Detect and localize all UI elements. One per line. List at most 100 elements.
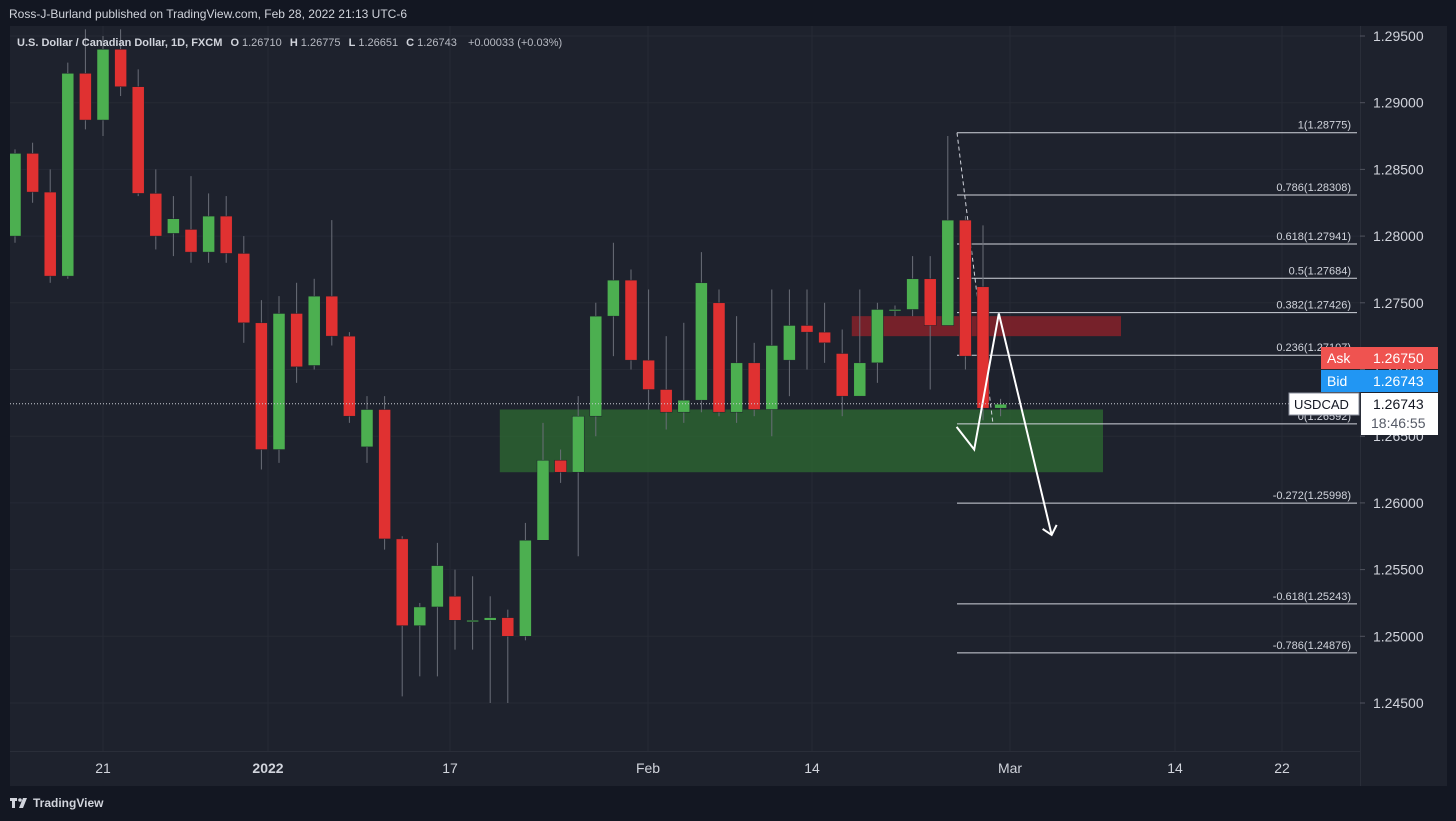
candle-body <box>448 596 462 621</box>
candle-body <box>923 278 937 326</box>
candle-body <box>906 278 919 310</box>
footer: TradingView <box>0 786 1456 821</box>
candle-body <box>272 313 286 450</box>
fib-label: -0.618(1.25243) <box>1273 591 1351 603</box>
time-tick-label: 2022 <box>252 760 283 776</box>
legend-change: +0.00033 (+0.03%) <box>467 37 563 49</box>
last-price-tag <box>1361 393 1438 435</box>
candle-body <box>941 219 955 326</box>
candle-body <box>79 73 92 121</box>
fib-label: 1(1.28775) <box>1298 120 1351 132</box>
legend-open-label: O <box>230 37 239 49</box>
bid-value: 1.26743 <box>1373 373 1424 389</box>
candle-body <box>483 617 497 621</box>
publisher-bar: Ross-J-Burland published on TradingView.… <box>0 0 1456 26</box>
candle-body <box>237 253 251 324</box>
candle-body <box>501 617 515 637</box>
price-tags: Ask 1.26750 Bid 1.26743 USDCAD 1.26743 1… <box>1288 347 1438 435</box>
time-tick-label: Feb <box>636 760 660 776</box>
candle-body <box>413 606 427 626</box>
price-tick-label: 1.25000 <box>1373 628 1424 644</box>
candle-body <box>642 359 655 390</box>
legend-low: 1.26651 <box>358 37 399 49</box>
candle-body <box>554 459 567 473</box>
price-tick-label: 1.27500 <box>1373 295 1424 311</box>
price-tick-label: 1.29000 <box>1373 95 1424 111</box>
price-tick-label: 1.28000 <box>1373 228 1424 244</box>
fib-label: 0.786(1.28308) <box>1276 182 1351 194</box>
price-tick-label: 1.24500 <box>1373 695 1424 711</box>
candle-body <box>219 215 233 254</box>
candle-body <box>659 389 673 413</box>
candle-body <box>519 540 532 637</box>
projection-arrowhead <box>1042 524 1058 537</box>
publisher-text: Ross-J-Burland published on TradingView.… <box>9 7 407 21</box>
candle-body <box>114 49 127 87</box>
tradingview-logo-icon[interactable] <box>10 796 30 810</box>
candle-body <box>10 153 22 237</box>
candle-body <box>290 313 303 368</box>
candle-body <box>343 335 356 417</box>
symbol-tag-label: USDCAD <box>1294 397 1349 412</box>
ask-label: Ask <box>1327 350 1351 366</box>
projection-path <box>955 313 1058 537</box>
candle-body <box>712 302 726 413</box>
legend-symbol: U.S. Dollar / Canadian Dollar, 1D, FXCM <box>17 37 223 49</box>
last-price-value: 1.26743 <box>1373 396 1424 412</box>
candle-body <box>431 565 444 608</box>
legend-close-label: C <box>406 37 415 49</box>
legend: U.S. Dollar / Canadian Dollar, 1D, FXCM … <box>17 37 567 49</box>
legend-close: 1.26743 <box>417 37 457 49</box>
fib-label: -0.786(1.24876) <box>1273 640 1351 652</box>
candle-body <box>871 309 884 364</box>
time-axis[interactable] <box>10 751 1360 787</box>
legend-high-label: H <box>289 37 298 49</box>
candles-layer <box>10 29 1007 703</box>
candle-body <box>395 538 409 626</box>
candle-body <box>976 286 990 409</box>
time-ticks: 21 2022 17 Feb 14 Mar 14 22 <box>95 760 1290 776</box>
price-tick-label: 1.25500 <box>1373 562 1424 578</box>
candle-body <box>730 362 743 413</box>
time-tick-label: 14 <box>1167 760 1183 776</box>
candle-body <box>202 215 215 253</box>
fib-label: 0.382(1.27426) <box>1276 300 1351 312</box>
candle-body <box>888 309 902 312</box>
candle-body <box>800 325 814 333</box>
symbol-tag <box>1288 392 1360 416</box>
candle-body <box>747 362 761 410</box>
time-tick-label: 21 <box>95 760 111 776</box>
price-ticks: 1.295001.290001.285001.280001.275001.270… <box>1360 28 1424 711</box>
projection-line <box>955 313 1053 536</box>
fib-label: 0.618(1.27941) <box>1276 231 1351 243</box>
ask-value: 1.26750 <box>1373 350 1424 366</box>
candle-body <box>536 459 550 541</box>
time-tick-label: 22 <box>1274 760 1290 776</box>
candle-body <box>818 331 831 344</box>
candle-body <box>96 49 110 121</box>
demand-zone <box>499 409 1103 473</box>
candle-body <box>624 279 638 361</box>
fib-label: -0.272(1.25998) <box>1273 490 1351 502</box>
candle-body <box>149 193 163 237</box>
legend-high: 1.26775 <box>300 37 341 49</box>
fib-retracement: 1(1.28775) 0.786(1.28308) 0.618(1.27941) 0.… <box>956 120 1357 654</box>
candle-body <box>695 282 708 401</box>
candle-body <box>994 403 1007 409</box>
candle-body <box>255 322 268 450</box>
time-tick-label: 17 <box>442 760 458 776</box>
price-tick-label: 1.26000 <box>1373 495 1424 511</box>
chart-pane[interactable] <box>10 26 1360 751</box>
candle-body <box>466 620 479 623</box>
candle-body <box>607 279 620 317</box>
ask-tag <box>1321 347 1438 369</box>
candle-body <box>589 315 603 417</box>
candle-body <box>959 219 972 357</box>
candle-body <box>853 362 867 397</box>
footer-brand[interactable]: TradingView <box>33 796 104 810</box>
candle-body <box>783 325 796 361</box>
candle-body <box>184 229 198 253</box>
candle-body <box>26 153 39 193</box>
time-tick-label: 14 <box>804 760 820 776</box>
